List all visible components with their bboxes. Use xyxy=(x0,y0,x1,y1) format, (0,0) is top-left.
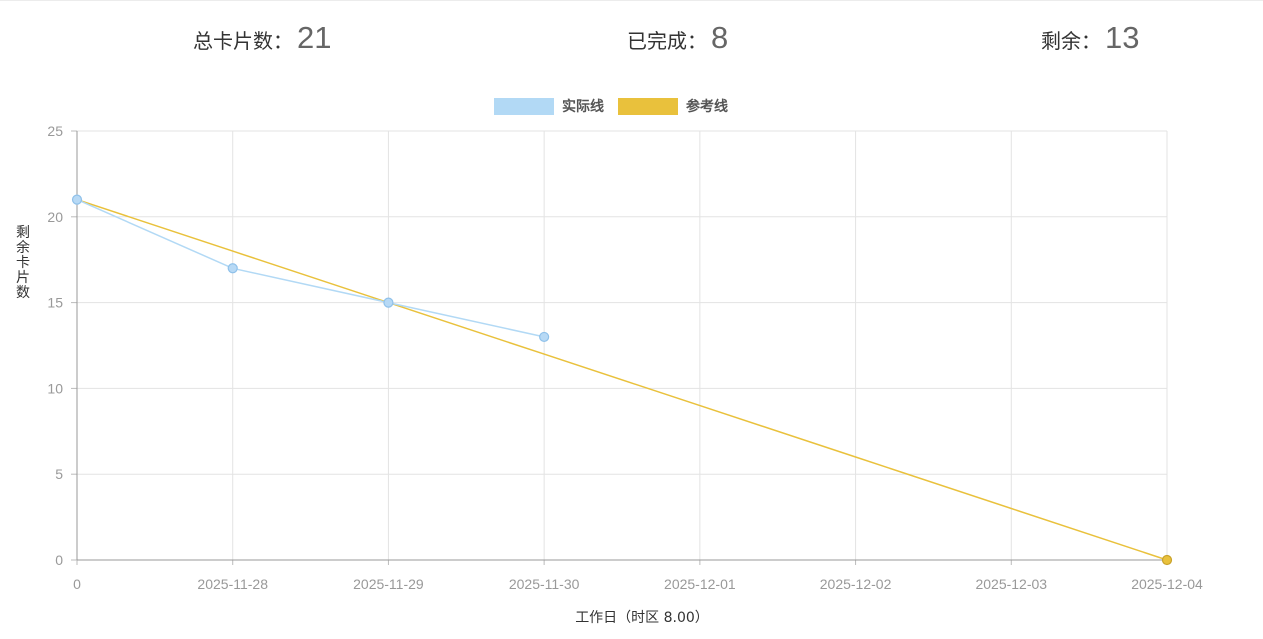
data-point-reference xyxy=(1161,554,1173,566)
y-axis-title-char: 剩 xyxy=(16,225,30,241)
x-tick-label: 2025-12-01 xyxy=(664,576,736,592)
data-point-actual xyxy=(71,194,83,205)
chart-tick-labels: 0 5 10 15 20 25 0 2025-11-28 2025-11-29 2025-11-3… xyxy=(47,123,1203,592)
legend-swatch-actual xyxy=(494,97,554,115)
series-line-reference xyxy=(76,198,1168,561)
legend-item-reference[interactable]: 参考线 xyxy=(618,96,728,116)
chart-series xyxy=(71,194,1173,566)
y-axis-title-char: 卡 xyxy=(16,255,30,271)
data-point-actual xyxy=(227,263,238,274)
chart-axes xyxy=(71,130,1168,565)
stat-total-label: 总卡片数： xyxy=(193,29,293,53)
chart-legend: 实际线 参考线 xyxy=(494,96,742,116)
x-tick-label: 2025-12-02 xyxy=(820,576,892,592)
legend-item-actual[interactable]: 实际线 xyxy=(494,96,604,116)
stat-remaining: 剩余： 13 xyxy=(1041,20,1139,56)
legend-label-reference: 参考线 xyxy=(686,99,728,115)
x-tick-label: 2025-11-30 xyxy=(509,576,580,592)
data-point-actual xyxy=(383,297,394,308)
y-tick-label: 25 xyxy=(47,123,63,139)
legend-label-actual: 实际线 xyxy=(562,99,604,115)
chart-grid xyxy=(77,130,1168,560)
y-tick-label: 0 xyxy=(55,552,63,568)
x-tick-label: 2025-12-03 xyxy=(975,576,1047,592)
y-axis-title-char: 数 xyxy=(16,285,30,301)
y-axis-title-char: 余 xyxy=(16,239,30,256)
stat-completed-value: 8 xyxy=(711,20,729,55)
legend-swatch-reference xyxy=(618,97,678,115)
x-tick-label: 2025-11-29 xyxy=(353,576,424,592)
x-tick-label: 0 xyxy=(73,576,81,592)
y-tick-label: 5 xyxy=(55,466,63,482)
stat-total-value: 21 xyxy=(297,20,332,55)
data-point-actual xyxy=(539,331,550,343)
stat-completed: 已完成： 8 xyxy=(627,20,728,56)
y-axis-title-char: 片 xyxy=(16,270,30,286)
x-axis-title: 工作日（时区 8.00） xyxy=(575,610,709,626)
x-tick-label: 2025-11-28 xyxy=(197,576,268,592)
stat-remaining-label: 剩余： xyxy=(1041,29,1101,53)
y-tick-label: 20 xyxy=(47,209,63,225)
series-line-actual xyxy=(76,198,545,338)
y-tick-label: 15 xyxy=(47,295,63,311)
stat-completed-label: 已完成： xyxy=(627,29,707,53)
stat-total-cards: 总卡片数： 21 xyxy=(193,20,331,56)
y-tick-label: 10 xyxy=(47,380,63,396)
x-tick-label: 2025-12-04 xyxy=(1131,576,1203,592)
stat-remaining-value: 13 xyxy=(1105,20,1140,55)
